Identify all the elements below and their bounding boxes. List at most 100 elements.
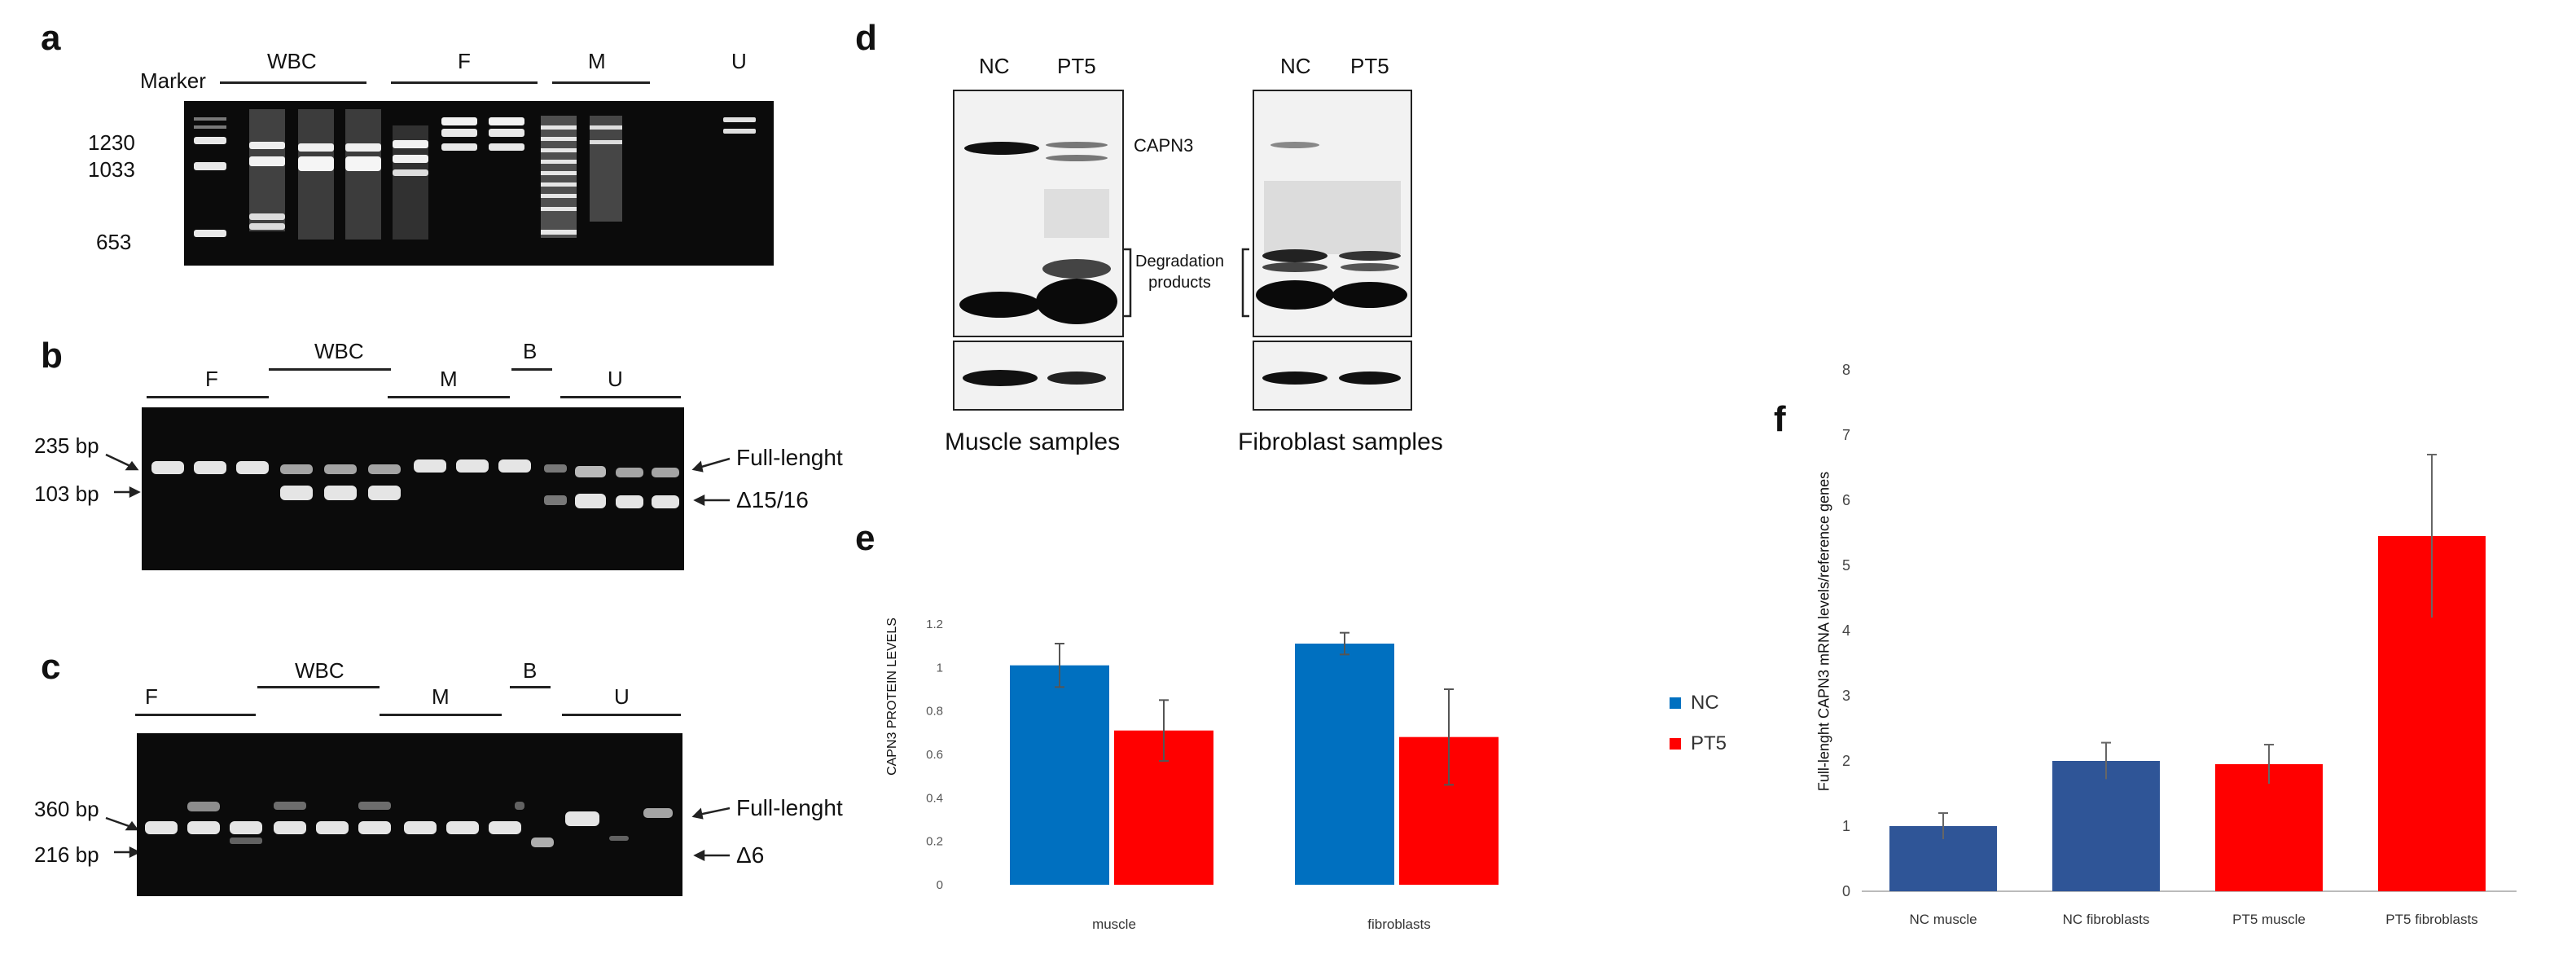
y-tick-label: 5 — [1842, 557, 1850, 574]
y-tick-label: 1.2 — [926, 618, 943, 631]
y-tick-label: 8 — [1842, 362, 1850, 378]
band-label-degradation-products: Degradation products — [1135, 253, 1224, 292]
x-tick-label: fibroblasts — [1367, 917, 1430, 932]
lane-group-underline — [560, 396, 681, 398]
loading-control-muscle — [953, 341, 1124, 411]
lane-label-b: B — [523, 658, 538, 683]
size-marker-653: 653 — [96, 230, 132, 254]
y-tick-label: 0 — [937, 878, 943, 892]
y-tick-label: 0.2 — [926, 835, 943, 849]
gel-image-a — [184, 101, 774, 266]
size-marker-1230: 1230 — [88, 130, 135, 155]
lane-group-underline — [391, 81, 538, 84]
chart-e-svg: 0 0.2 0.4 0.6 0.8 1 1.2 muscle fibroblasts NC PT5 — [926, 618, 1727, 932]
lane-group-underline — [135, 714, 256, 716]
legend-label: NC — [1691, 692, 1719, 714]
caption-fibroblast-samples: Fibroblast samples — [1238, 429, 1443, 455]
size-marker-1033: 1033 — [88, 157, 135, 182]
product-label-full-length: Full-lenght — [736, 445, 843, 470]
bar — [1295, 644, 1394, 885]
y-tick-label: 0.8 — [926, 705, 943, 719]
gel-bands-b — [151, 459, 679, 508]
lane-label-f: F — [145, 684, 158, 709]
x-tick-label: NC muscle — [1909, 912, 1977, 927]
lane-label-wbc: WBC — [267, 49, 317, 73]
panel-letter-f: f — [1774, 399, 1786, 439]
lane-label-m: M — [588, 49, 606, 73]
product-label-delta6: Δ6 — [736, 842, 765, 868]
lane-label-wbc: WBC — [295, 658, 344, 683]
chart-f-svg: 0 1 2 3 4 5 6 7 8 NC muscle NC fibroblasts PT5 musc… — [1842, 362, 2517, 927]
lane-group-underline — [562, 714, 681, 716]
y-tick-label: 3 — [1842, 688, 1850, 704]
panel-letter-e: e — [855, 518, 875, 558]
caption-muscle-samples: Muscle samples — [945, 429, 1121, 455]
lane-label-f: F — [458, 49, 471, 73]
size-marker-360bp: 360 bp — [34, 797, 99, 821]
lane-label-nc-fibroblast: NC — [1280, 54, 1311, 78]
x-tick-label: muscle — [1092, 917, 1136, 932]
lane-label-marker: Marker — [140, 68, 206, 93]
product-label-delta15-16: Δ15/16 — [736, 487, 809, 512]
lane-group-underline — [511, 368, 552, 371]
panel-letter-d: d — [855, 18, 877, 58]
gel-image-c — [137, 733, 682, 896]
lane-group-underline — [510, 686, 551, 688]
bar — [2215, 764, 2323, 891]
y-tick-label: 2 — [1842, 753, 1850, 769]
product-label-full-length: Full-lenght — [736, 795, 843, 820]
size-marker-216bp: 216 bp — [34, 842, 99, 867]
loading-control-bands-muscle — [963, 370, 1106, 386]
lane-group-underline — [257, 686, 380, 688]
lane-group-underline — [388, 396, 510, 398]
lane-label-pt5-fibroblast: PT5 — [1350, 54, 1389, 78]
lane-label-u: U — [731, 49, 747, 73]
gel-bands-a — [194, 109, 756, 240]
bar — [1010, 665, 1109, 885]
y-tick-label: 6 — [1842, 492, 1850, 508]
x-tick-label: PT5 fibroblasts — [2385, 912, 2477, 927]
western-blot-muscle — [953, 90, 1124, 337]
y-tick-label: 7 — [1842, 427, 1850, 443]
y-tick-label: 0.4 — [926, 791, 943, 805]
lane-label-wbc: WBC — [314, 339, 364, 363]
lane-group-underline — [380, 714, 502, 716]
lane-label-f: F — [205, 367, 218, 391]
lane-group-underline — [147, 396, 269, 398]
y-tick-label: 0 — [1842, 883, 1850, 899]
panel-letter-a: a — [41, 18, 61, 58]
gel-bands-c — [145, 802, 673, 847]
y-tick-label: 4 — [1842, 622, 1850, 639]
x-tick-label: NC fibroblasts — [2063, 912, 2150, 927]
blot-bands-fibroblast — [1256, 142, 1407, 310]
lane-group-underline — [552, 81, 650, 84]
lane-label-pt5-muscle: PT5 — [1057, 54, 1096, 78]
loading-control-bands-fibroblast — [1262, 371, 1401, 385]
size-marker-235bp: 235 bp — [34, 433, 99, 458]
gel-image-b — [142, 407, 684, 570]
lane-group-underline — [269, 368, 391, 371]
western-blot-fibroblast — [1253, 90, 1412, 337]
panel-letter-b: b — [41, 336, 63, 376]
y-tick-label: 0.6 — [926, 748, 943, 762]
lane-label-nc-muscle: NC — [979, 54, 1010, 78]
legend-swatch — [1670, 738, 1681, 750]
y-tick-label: 1 — [937, 661, 943, 675]
x-tick-label: PT5 muscle — [2232, 912, 2306, 927]
blot-bands-muscle — [959, 142, 1117, 324]
legend-swatch — [1670, 697, 1681, 709]
bar — [2052, 761, 2160, 891]
size-marker-103bp: 103 bp — [34, 481, 99, 506]
legend-label: PT5 — [1691, 732, 1727, 754]
loading-control-fibroblast — [1253, 341, 1412, 411]
lane-label-u: U — [608, 367, 623, 391]
lane-label-u: U — [614, 684, 630, 709]
lane-label-m: M — [440, 367, 458, 391]
lane-label-m: M — [432, 684, 450, 709]
y-tick-label: 1 — [1842, 818, 1850, 834]
lane-label-b: B — [523, 339, 538, 363]
band-label-capn3: CAPN3 — [1134, 135, 1194, 156]
